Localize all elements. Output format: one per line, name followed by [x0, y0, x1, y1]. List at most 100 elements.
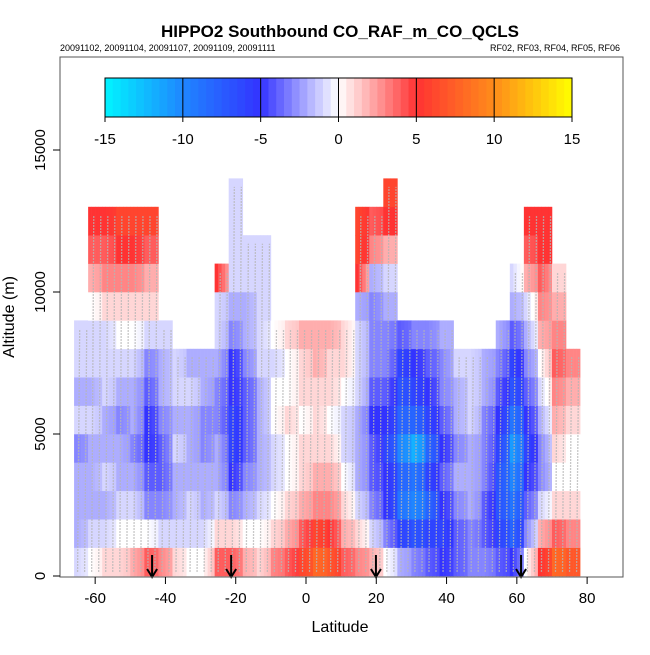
heatmap-cell	[214, 547, 219, 577]
heatmap-cell	[95, 377, 99, 406]
heatmap-cell	[253, 462, 258, 492]
heatmap-cell	[404, 405, 409, 435]
colorbar-tick-label: 0	[334, 131, 342, 148]
flight-track	[393, 186, 397, 572]
flight-track	[547, 215, 552, 572]
heatmap-cell	[393, 377, 398, 406]
heatmap-cell	[436, 405, 440, 435]
heatmap-cell	[249, 462, 254, 492]
colorbar-tick-label: 10	[486, 131, 503, 148]
heatmap-cell	[235, 434, 240, 463]
heatmap-cell	[481, 434, 486, 463]
heatmap-cell	[151, 490, 156, 520]
heatmap-cell	[260, 377, 265, 406]
heatmap-cell	[172, 405, 177, 435]
heatmap-cell	[344, 462, 349, 492]
heatmap-cell	[116, 490, 121, 520]
colorbar-segment	[190, 78, 199, 117]
heatmap-cell	[309, 348, 314, 378]
heatmap-cell	[418, 519, 423, 548]
heatmap-cell	[502, 405, 507, 435]
heatmap-cell	[481, 490, 486, 520]
heatmap-cell	[467, 519, 472, 548]
heatmap-cell	[116, 547, 121, 577]
heatmap-cell	[534, 348, 539, 378]
heatmap-cell	[130, 320, 135, 350]
heatmap-cell	[478, 434, 482, 463]
heatmap-cell	[327, 348, 331, 378]
heatmap-cell	[200, 519, 205, 548]
heatmap-cell	[527, 462, 532, 492]
heatmap-cell	[383, 434, 388, 463]
heatmap-cell	[393, 405, 398, 435]
heatmap-cell	[559, 434, 563, 463]
heatmap-cell	[460, 405, 465, 435]
heatmap-cell	[446, 547, 451, 577]
heatmap-cell	[492, 519, 497, 548]
heatmap-cell	[263, 292, 268, 321]
heatmap-cell	[211, 519, 215, 548]
heatmap-cell	[102, 462, 107, 492]
heatmap-cell	[140, 263, 145, 293]
heatmap-cell	[151, 462, 156, 492]
heatmap-cell	[516, 519, 521, 548]
heatmap-cell	[112, 490, 117, 520]
colorbar-segment	[252, 78, 262, 117]
heatmap-cell	[165, 348, 170, 378]
heatmap-cell	[355, 292, 360, 321]
flight-track	[224, 272, 228, 572]
heatmap-cell	[112, 377, 117, 406]
heatmap-cell	[523, 490, 528, 520]
heatmap-cell	[527, 547, 532, 577]
colorbar-segment	[175, 78, 184, 117]
heatmap-cell	[158, 348, 163, 378]
heatmap-cell	[530, 348, 535, 378]
heatmap-cell	[464, 462, 468, 492]
heatmap-cell	[460, 348, 465, 378]
heatmap-cell	[119, 377, 124, 406]
heatmap-cell	[348, 405, 352, 435]
colorbar-segment	[307, 78, 316, 117]
heatmap-cell	[123, 519, 128, 548]
heatmap-cell	[541, 206, 546, 236]
heatmap-cell	[362, 377, 367, 406]
heatmap-cell	[84, 462, 89, 492]
heatmap-cell	[147, 462, 152, 492]
heatmap-cell	[383, 292, 388, 321]
heatmap-cell	[126, 490, 131, 520]
heatmap-cell	[260, 462, 265, 492]
heatmap-cell	[425, 490, 430, 520]
heatmap-cell	[77, 320, 82, 350]
heatmap-cell	[109, 320, 114, 350]
flight-track	[238, 186, 242, 572]
heatmap-cell	[274, 434, 279, 463]
heatmap-cell	[358, 490, 363, 520]
heatmap-cell	[446, 490, 451, 520]
heatmap-cell	[267, 547, 272, 577]
heatmap-cell	[274, 405, 279, 435]
heatmap-cell	[249, 235, 254, 264]
heatmap-cell	[133, 348, 138, 378]
heatmap-cell	[548, 519, 553, 548]
heatmap-cell	[323, 348, 328, 378]
colorbar-segment	[470, 78, 480, 117]
heatmap-cell	[334, 547, 338, 577]
heatmap-cell	[320, 348, 324, 378]
heatmap-cell	[140, 462, 145, 492]
heatmap-cell	[499, 547, 504, 577]
heatmap-cell	[81, 519, 85, 548]
heatmap-cell	[225, 348, 229, 378]
heatmap-cell	[425, 547, 430, 577]
flight-track	[435, 328, 439, 572]
heatmap-cell	[267, 519, 272, 548]
heatmap-cell	[200, 490, 205, 520]
heatmap-cell	[400, 405, 405, 435]
flight-track	[329, 328, 334, 572]
heatmap-cell	[537, 292, 542, 321]
heatmap-cell	[147, 377, 152, 406]
heatmap-cell	[365, 206, 370, 236]
heatmap-cell	[551, 490, 556, 520]
heatmap-cell	[112, 405, 117, 435]
heatmap-cell	[499, 320, 504, 350]
heatmap-cell	[298, 405, 303, 435]
